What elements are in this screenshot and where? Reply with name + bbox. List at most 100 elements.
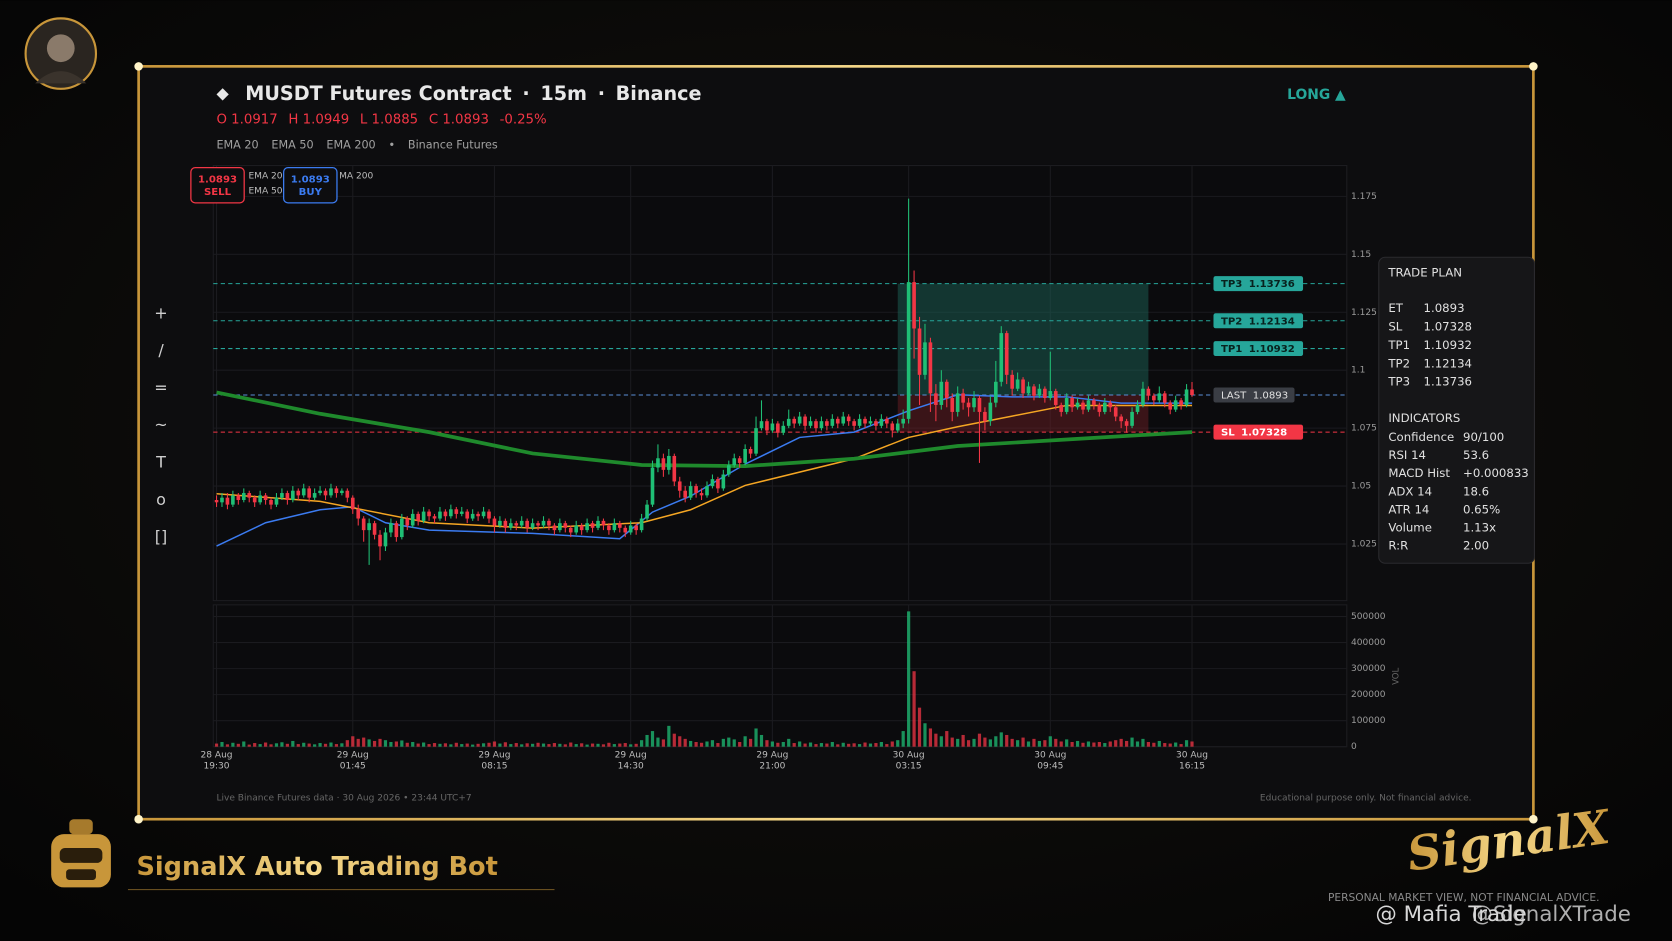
candle-body [563,523,568,528]
candle-body [1092,400,1096,405]
volume-bar [874,743,878,747]
indicator-value: 53.6 [1463,448,1489,462]
candle-body [1043,388,1047,399]
candle-body [792,418,796,424]
x-tick-time: 08:15 [481,761,507,771]
order-button[interactable] [283,167,338,204]
volume-bar [378,738,382,747]
diamond: ◆ [216,84,229,103]
candle-body [225,497,230,505]
title: MUSDT Futures Contract [245,82,511,105]
candle-body [617,523,622,528]
candle-body [808,421,813,426]
volume-bar [1114,740,1118,747]
indicator-value: 1.13x [1463,521,1496,535]
candle-body [318,490,322,494]
indicator-label: MACD Hist [1388,466,1450,480]
candle-body [765,421,769,431]
trade-plan-panel [1378,256,1535,564]
candle-body [558,523,562,531]
volume-bar [236,743,240,747]
plan-label: TP3 [1387,375,1410,389]
volume-bar [825,743,829,747]
frame-corners [134,62,1538,824]
candle-body [972,398,976,408]
volume-bar [340,743,344,747]
x-tick-date: 29 Aug [756,751,788,761]
volume-bar [334,744,339,747]
indicator-value: 0.65% [1463,502,1500,516]
y-tick-label: 1.15 [1351,250,1371,260]
volume-bar [1043,740,1047,747]
toolbar: + / = ~ To [] [154,303,167,546]
candle-body [955,393,960,412]
candle-body [274,497,279,505]
candle-body [961,393,965,403]
volume-bar [759,734,764,747]
interval: 15m [540,82,587,105]
volume-bar [596,743,600,747]
robot-visor [59,847,103,863]
candle-body [1119,416,1123,422]
robot-top [69,819,93,835]
tool: + [154,303,167,322]
volume-bar [362,737,366,747]
candle-body [705,486,709,496]
candle-body [410,513,415,526]
volume-bar [1103,743,1107,747]
volume-bar [454,742,458,747]
indicator-label: RSI 14 [1388,448,1426,462]
ohlc-item: C 1.0893 [429,113,489,128]
volume-bar [907,611,911,747]
level-value: 1.10932 [1249,344,1295,355]
indicator-value: 90/100 [1463,430,1504,444]
order-button[interactable] [190,167,245,204]
volume-bar [950,737,954,747]
y-tick-label: 1.1 [1351,366,1365,376]
x-tick-time: 14:30 [618,761,644,771]
volume-bar [678,736,682,747]
candle-body [383,532,388,547]
level-name: TP1 [1221,344,1242,355]
volume-bar [999,732,1003,747]
watermark: @ Mafia Trade [1376,902,1527,927]
candle-body [220,497,224,503]
volume-bar [787,738,791,747]
candle-body [530,523,535,528]
candle-body [825,421,829,426]
candle-body [465,511,470,519]
volume-bar [639,740,644,747]
volume-bar [650,731,655,747]
candle-body [1053,391,1058,405]
candle-body [667,455,671,470]
indicator-label: R:R [1388,539,1408,553]
candle-body [988,402,993,422]
y-tick-label: 1.075 [1351,424,1377,434]
volume-bar [901,731,905,747]
volume-bar [792,743,796,747]
volume-bar [667,725,671,747]
candle-body [868,421,873,424]
candle-body [389,523,393,533]
volume-bar [1157,740,1161,747]
level-label: TP2 1.12134 [1221,316,1295,327]
volume-bar [814,744,818,747]
candle-body [372,523,377,535]
volume-bar [274,743,279,747]
candle-body [748,449,753,454]
candle-body [1141,388,1145,405]
candle-body [781,425,786,433]
volume-bar [443,743,448,747]
level-tag [1213,424,1304,440]
candle-body [361,518,366,531]
indicator-value: 18.6 [1463,484,1489,498]
level-value: 1.12134 [1249,316,1295,327]
volume-bar [988,739,992,747]
candle-body [672,455,677,482]
volume-bar [411,741,415,747]
candle-body [1015,379,1020,389]
plan-value: 1.0893 [1424,301,1465,315]
candle-body [1108,402,1113,408]
candle-body [879,418,884,426]
volume-bar [1016,740,1020,747]
